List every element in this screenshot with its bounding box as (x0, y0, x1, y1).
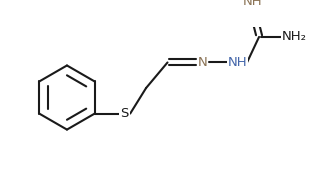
Text: S: S (120, 107, 129, 120)
Text: NH: NH (243, 0, 262, 8)
Text: NH₂: NH₂ (282, 30, 307, 43)
Text: NH: NH (228, 56, 247, 69)
Text: N: N (198, 56, 207, 69)
